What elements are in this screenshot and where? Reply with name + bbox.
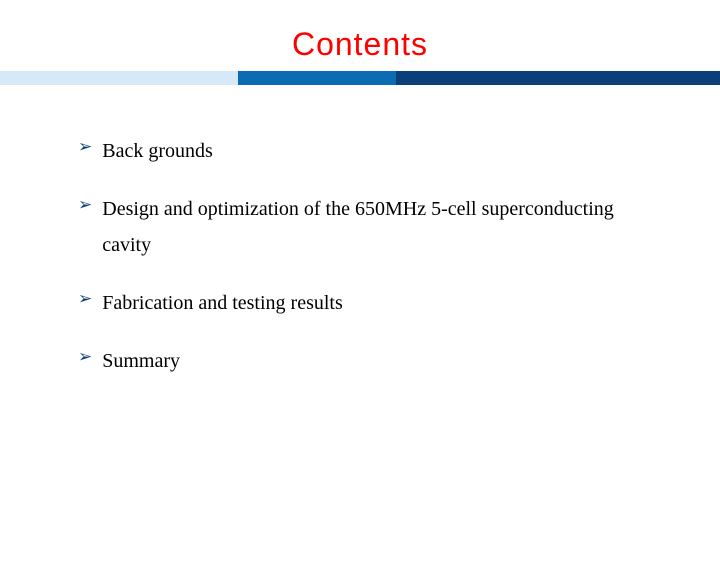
list-item: ➢ Summary [78, 343, 660, 379]
page-title: Contents [0, 26, 720, 63]
header-bar-segment-1 [0, 71, 238, 85]
item-text: Back grounds [102, 133, 213, 169]
list-item: ➢ Back grounds [78, 133, 660, 169]
header-bar-segment-2 [238, 71, 396, 85]
list-item: ➢ Fabrication and testing results [78, 285, 660, 321]
header-bar [0, 71, 720, 85]
bullet-icon: ➢ [78, 195, 92, 215]
bullet-icon: ➢ [78, 289, 92, 309]
bullet-icon: ➢ [78, 347, 92, 367]
item-text: Fabrication and testing results [102, 285, 343, 321]
list-item: ➢ Design and optimization of the 650MHz … [78, 191, 660, 263]
item-text: Summary [102, 343, 180, 379]
bullet-icon: ➢ [78, 137, 92, 157]
header-bar-segment-3 [396, 71, 720, 85]
content-list: ➢ Back grounds ➢ Design and optimization… [78, 133, 660, 379]
item-text: Design and optimization of the 650MHz 5-… [102, 191, 660, 263]
